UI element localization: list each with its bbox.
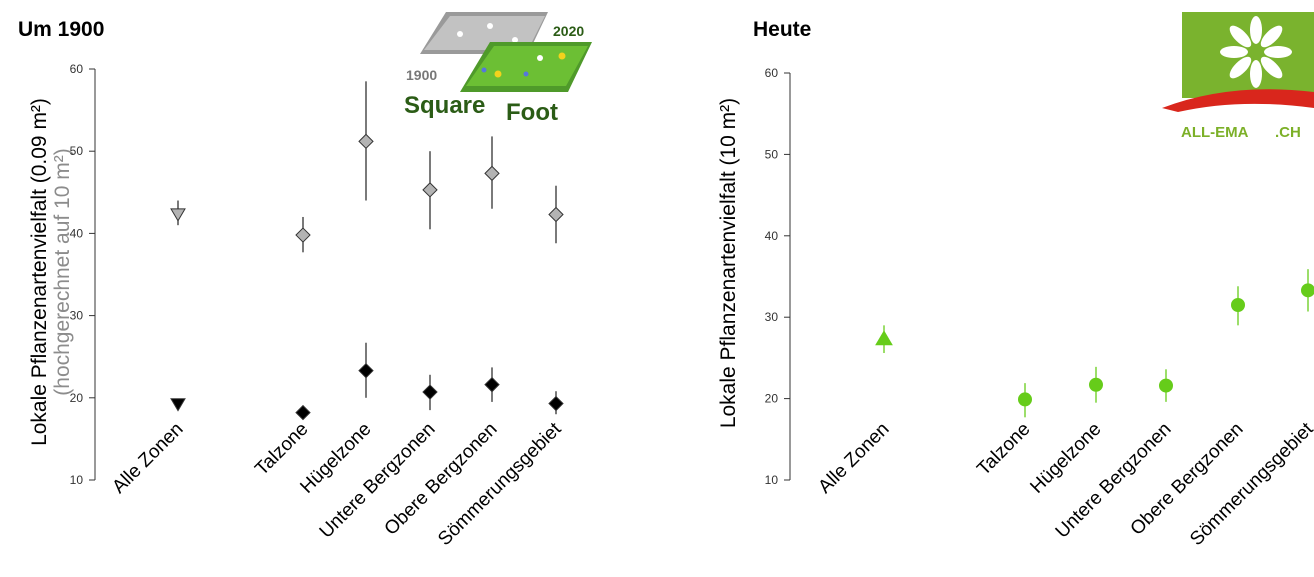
red-swoosh-icon [1162,89,1314,112]
data-marks [170,81,564,421]
panel-title: Um 1900 [18,18,104,41]
x-category-label: Sömmerungsgebiet [434,418,566,550]
logo-year-1900: 1900 [406,67,437,83]
all-ema-logo: ALL-EMA .CH [1162,12,1314,141]
flower-icon [1220,16,1292,88]
data-point [484,376,500,393]
logo-year-2020: 2020 [553,23,584,39]
logo-text: ALL-EMA [1181,124,1249,141]
x-category-label: Sömmerungsgebiet [1186,418,1314,550]
panel-title: Heute [753,18,811,41]
y-axis-label: Lokale Pflanzenartenvielfalt (10 m²) [717,98,740,428]
data-point [548,206,564,223]
x-category-label: Untere Bergzonen [316,419,440,543]
flower-icon [523,71,529,77]
x-category-label: Alle Zonen [814,419,893,498]
y-tick-label: 30 [765,310,779,324]
x-category-label: Obere Bergzonen [381,419,502,540]
y-tick-label: 40 [70,226,84,240]
data-point [358,133,374,150]
flower-icon [487,23,493,29]
y-axis-label-text: Lokale Pflanzenartenvielfalt (0.09 m²) [28,98,51,446]
data-point [484,165,500,182]
y-tick-label: 60 [765,66,779,80]
y-tick-label: 30 [70,309,84,323]
y-tick-label: 60 [70,62,84,76]
y-tick-label: 10 [765,473,779,487]
flower-icon [537,55,543,61]
flower-icon [494,70,502,78]
data-point [548,395,564,412]
logo-domain: .CH [1275,124,1301,141]
y-tick-label: 40 [765,229,779,243]
flower-icon [481,67,487,73]
flower-icon [457,31,463,37]
data-point [1159,378,1173,393]
x-category-label: Alle Zonen [108,419,187,498]
y-tick-label: 20 [70,391,84,405]
panel-1900: Um 1900 Lokale Pflanzenartenvielfalt (0.… [18,12,592,550]
data-point [170,208,186,222]
data-point [1231,297,1245,312]
data-point [295,404,311,421]
logo-word-square: Square [404,92,485,119]
data-point [1018,392,1032,407]
flower-icon [558,52,566,60]
y-tick-label: 20 [765,392,779,406]
data-point [875,330,893,346]
logo-background [1182,12,1314,98]
data-point [1301,283,1314,298]
logo-word-foot: Foot [506,99,558,126]
y-tick-label: 10 [70,473,84,487]
data-point [358,362,374,379]
data-point [295,227,311,243]
y-axis: 10 20 30 40 50 60 [70,62,96,487]
panel-heute: Heute Lokale Pflanzenartenvielfalt (10 m… [717,12,1314,550]
y-axis-label: Lokale Pflanzenartenvielfalt (0.09 m²) [28,98,51,446]
squarefoot-logo: 1900 2020 Square Foot [404,12,592,126]
y-tick-label: 50 [765,147,779,161]
flower-icon [512,37,518,43]
data-point [1089,377,1103,392]
data-point [170,398,186,412]
data-point [422,384,438,400]
y-axis: 10 20 30 40 50 60 [765,66,791,487]
x-category-label: Talzone [973,419,1034,480]
y-tick-label: 50 [70,144,84,158]
data-marks [875,269,1314,418]
y-axis-sublabel: (hochgerechnet auf 10 m²) [51,148,74,395]
x-category-label: Talzone [251,419,312,480]
data-point [422,182,438,198]
